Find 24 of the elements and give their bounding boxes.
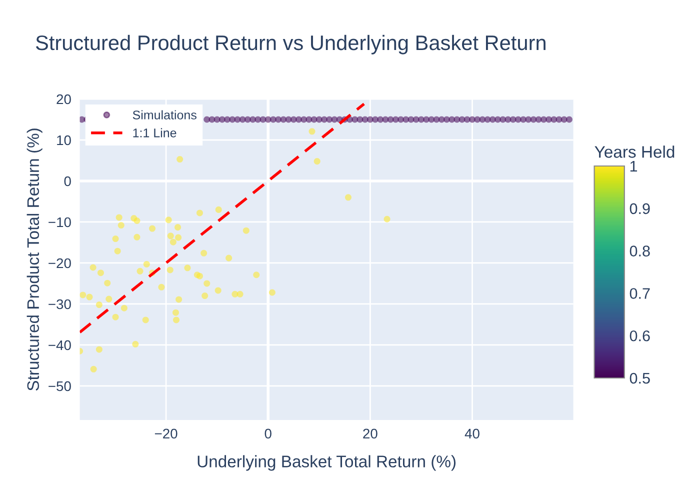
x-tick-label: 0 bbox=[264, 428, 272, 439]
legend-label: 1:1 Line bbox=[133, 128, 176, 138]
y-tick-label: −20 bbox=[48, 258, 71, 268]
chart-title: Structured Product Return vs Underlying Basket Return bbox=[36, 34, 546, 54]
x-tick-label: −20 bbox=[154, 428, 178, 439]
color-bar-label: 0.9 bbox=[630, 203, 650, 214]
color-bar-label: 0.7 bbox=[630, 288, 650, 299]
y-tick-label: 0 bbox=[64, 176, 71, 186]
y-axis-title: Structured Product Total Return (%) bbox=[26, 128, 42, 391]
color-bar-title: Years Held bbox=[594, 146, 674, 158]
y-tick-label: 10 bbox=[57, 135, 71, 146]
y-tick-label: −10 bbox=[48, 217, 71, 228]
y-tick-label: −50 bbox=[48, 381, 71, 392]
color-bar-label: 0.6 bbox=[630, 330, 650, 342]
y-tick-label: −40 bbox=[48, 340, 71, 350]
color-bar-label: 0.5 bbox=[630, 372, 650, 384]
y-tick-label: −30 bbox=[48, 299, 71, 310]
y-tick-label: 20 bbox=[56, 94, 71, 104]
color-bar-label: 1 bbox=[630, 161, 638, 172]
x-tick-label: 20 bbox=[363, 428, 378, 439]
legend-label: Simulations bbox=[132, 110, 196, 120]
x-tick-label: 40 bbox=[464, 428, 480, 439]
x-axis-title: Underlying Basket Total Return (%) bbox=[198, 455, 456, 471]
color-bar-label: 0.8 bbox=[630, 246, 650, 256]
